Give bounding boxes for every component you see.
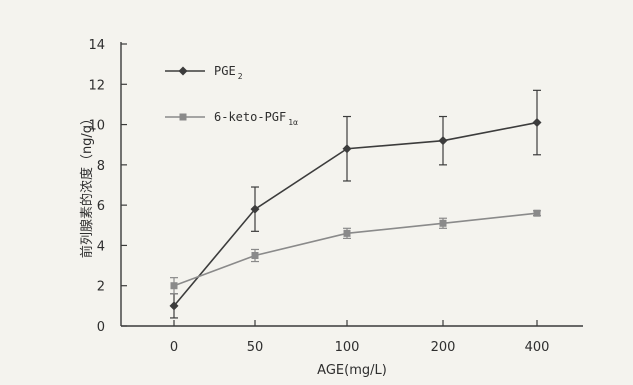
y-axis-title: 前列腺素的浓度（ng/g） bbox=[79, 112, 95, 258]
legend-marker bbox=[179, 113, 187, 121]
data-point bbox=[533, 209, 541, 217]
legend-marker bbox=[178, 66, 188, 76]
data-point bbox=[532, 118, 542, 128]
legend-entry-1: PGE 2 bbox=[165, 64, 243, 81]
y-tick-label: 6 bbox=[97, 199, 105, 214]
data-point bbox=[342, 144, 352, 154]
x-tick-label: 0 bbox=[170, 340, 178, 355]
x-tick-label: 400 bbox=[525, 340, 550, 355]
data-point bbox=[438, 136, 448, 146]
legend-entry-2: 6-keto-PGF 1α bbox=[165, 110, 298, 127]
y-tick-label: 14 bbox=[88, 38, 105, 53]
y-tick-label: 8 bbox=[97, 159, 105, 174]
series-line bbox=[173, 212, 538, 287]
data-point bbox=[169, 301, 179, 311]
x-tick-label: 100 bbox=[335, 340, 360, 355]
y-tick-label: 4 bbox=[97, 239, 105, 254]
legend-label: PGE bbox=[214, 64, 236, 78]
y-tick-label: 10 bbox=[88, 119, 105, 134]
y-tick-label: 2 bbox=[97, 280, 105, 295]
data-point bbox=[439, 219, 447, 227]
series-1 bbox=[169, 89, 542, 319]
data-point bbox=[343, 229, 351, 237]
y-tick-label: 12 bbox=[88, 78, 105, 93]
x-tick-label: 50 bbox=[247, 340, 264, 355]
x-axis-title: AGE(mg/L) bbox=[317, 363, 387, 378]
axes bbox=[120, 42, 583, 327]
x-tick-label: 200 bbox=[431, 340, 456, 355]
legend-label: 6-keto-PGF bbox=[214, 110, 286, 124]
series-line bbox=[173, 121, 538, 307]
data-point bbox=[250, 204, 260, 214]
data-point bbox=[251, 252, 259, 259]
legend-label-subscript: 2 bbox=[238, 72, 243, 81]
data-point bbox=[170, 282, 178, 290]
y-axis-ticks: 0 2 4 6 8 10 12 14 bbox=[88, 38, 127, 335]
y-tick-label: 0 bbox=[97, 320, 105, 335]
legend-label-subscript: 1α bbox=[288, 118, 298, 127]
legend: PGE 2 6-keto-PGF 1α bbox=[165, 64, 298, 127]
series-2 bbox=[170, 209, 541, 295]
series-layer bbox=[169, 89, 542, 319]
x-axis-ticks: 0 50 100 200 400 bbox=[170, 320, 550, 355]
